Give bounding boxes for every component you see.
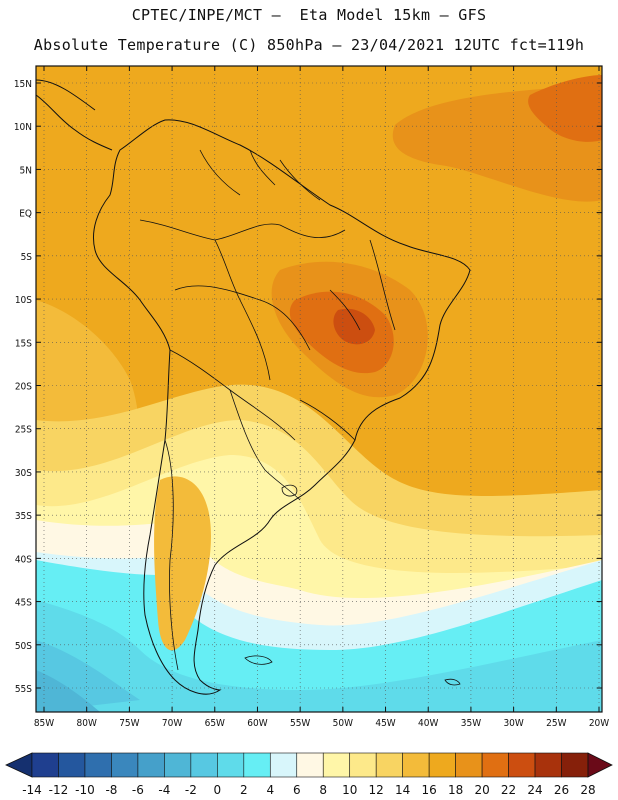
colorbar-label: -2 <box>185 783 197 797</box>
lat-label: 15N <box>14 79 32 90</box>
colorbar-label: 8 <box>319 783 327 797</box>
lat-label: 30S <box>15 468 32 479</box>
lat-label: 20S <box>15 382 32 393</box>
colorbar-label: 0 <box>214 783 222 797</box>
central-america-coastline <box>36 94 113 151</box>
colorbar-label: 26 <box>554 783 569 797</box>
colorbar-swatch <box>190 752 218 778</box>
colorbar-swatch <box>269 752 298 778</box>
longitude-axis: 85W 80W 75W 70W 65W 60W 55W 50W 45W 40W 35W 30W 25W 2… <box>34 66 609 729</box>
country-borders <box>139 149 396 671</box>
colorbar-label: 18 <box>448 783 463 797</box>
colorbar-label: 2 <box>240 783 248 797</box>
atlantic-hot-area <box>528 75 602 142</box>
colorbar-swatch <box>428 752 456 778</box>
brazil-very-hot-area <box>333 308 375 345</box>
lat-label: 35S <box>15 511 32 522</box>
colorbar-label: -8 <box>105 783 117 797</box>
colorbar-label: -6 <box>132 783 144 797</box>
lat-label: 40S <box>15 554 32 565</box>
lat-label: 50S <box>15 641 32 652</box>
lon-label: 55W <box>290 718 310 729</box>
colorbar-label: 14 <box>395 783 410 797</box>
lon-label: 70W <box>162 718 182 729</box>
colorbar-swatch <box>349 752 377 778</box>
colorbar-swatch <box>322 752 351 778</box>
colorbar-swatch <box>375 752 403 778</box>
colorbar-label: -14 <box>22 783 42 797</box>
colorbar-label: 4 <box>266 783 274 797</box>
band-blue2 <box>36 670 100 712</box>
colorbar-label: 28 <box>580 783 595 797</box>
colorbar-label: -4 <box>158 783 170 797</box>
lagoon <box>281 484 298 497</box>
lat-label: 25S <box>15 425 32 436</box>
lon-label: 20W <box>589 718 609 729</box>
colorbar-over-arrow <box>587 752 613 778</box>
lat-label: 15S <box>15 338 32 349</box>
lon-label: 50W <box>333 718 353 729</box>
lat-label: EQ <box>19 209 32 220</box>
lat-label: 10S <box>15 295 32 306</box>
colorbar-swatch <box>164 752 192 778</box>
temperature-field <box>36 66 602 712</box>
lat-label: 5N <box>20 165 32 176</box>
band-cyan <box>36 600 602 712</box>
lon-label: 45W <box>375 718 395 729</box>
title-line-1: CPTEC/INPE/MCT – Eta Model 15km – GFS <box>131 6 487 24</box>
colorbar-swatch <box>455 752 483 778</box>
colorbar-label: -10 <box>75 783 95 797</box>
caribbean-coastline <box>36 79 96 111</box>
colorbar-under-arrow <box>5 752 33 778</box>
falkland-islands <box>244 655 273 665</box>
atlantic-island <box>444 678 461 686</box>
colorbar-label: 6 <box>293 783 301 797</box>
colorbar-label: 16 <box>422 783 437 797</box>
lat-label: 55S <box>15 684 32 695</box>
latitude-axis: 15N 10N 5N EQ 5S 10S 15S 20S 25S 30S 35S 40S 45S 50S 5… <box>14 79 602 695</box>
patagonia-mild-tongue <box>154 476 211 651</box>
lat-label: 10N <box>14 122 32 133</box>
lon-label: 30W <box>503 718 523 729</box>
colorbar-swatch <box>402 752 430 778</box>
colorbar-swatch <box>137 752 165 778</box>
map-frame <box>35 65 603 713</box>
lon-label: 60W <box>247 718 267 729</box>
lon-label: 35W <box>461 718 481 729</box>
colorbar-swatch <box>217 752 245 778</box>
colorbar-swatch <box>534 752 562 778</box>
title-line-2: Absolute Temperature (C) 850hPa – 23/04/… <box>33 36 585 54</box>
colorbar-label: 10 <box>342 783 357 797</box>
colorbar-swatch <box>296 752 324 778</box>
colorbar-swatch <box>243 752 271 778</box>
colorbar-label: 20 <box>474 783 489 797</box>
lat-label: 45S <box>15 598 32 609</box>
lon-label: 80W <box>77 718 97 729</box>
colorbar-swatch <box>31 752 59 778</box>
lon-label: 85W <box>34 718 54 729</box>
colorbar-swatch <box>84 752 112 778</box>
colorbar-label: 12 <box>369 783 384 797</box>
colorbar-label: -12 <box>49 783 69 797</box>
colorbar-swatch <box>481 752 509 778</box>
lon-label: 25W <box>546 718 566 729</box>
colorbar-swatch <box>508 752 536 778</box>
lon-label: 75W <box>119 718 139 729</box>
colorbar-label: 22 <box>501 783 516 797</box>
colorbar-swatch <box>58 752 86 778</box>
colorbar-swatch <box>561 752 589 778</box>
lon-label: 40W <box>418 718 438 729</box>
colorbar: -14 -12 -10 -8 -6 -4 -2 0 2 4 6 8 10 12 14 16 18 20 22 24 26… <box>5 752 613 797</box>
lat-label: 5S <box>21 252 33 263</box>
colorbar-swatch <box>111 752 139 778</box>
lon-label: 65W <box>205 718 225 729</box>
colorbar-label: 24 <box>527 783 542 797</box>
